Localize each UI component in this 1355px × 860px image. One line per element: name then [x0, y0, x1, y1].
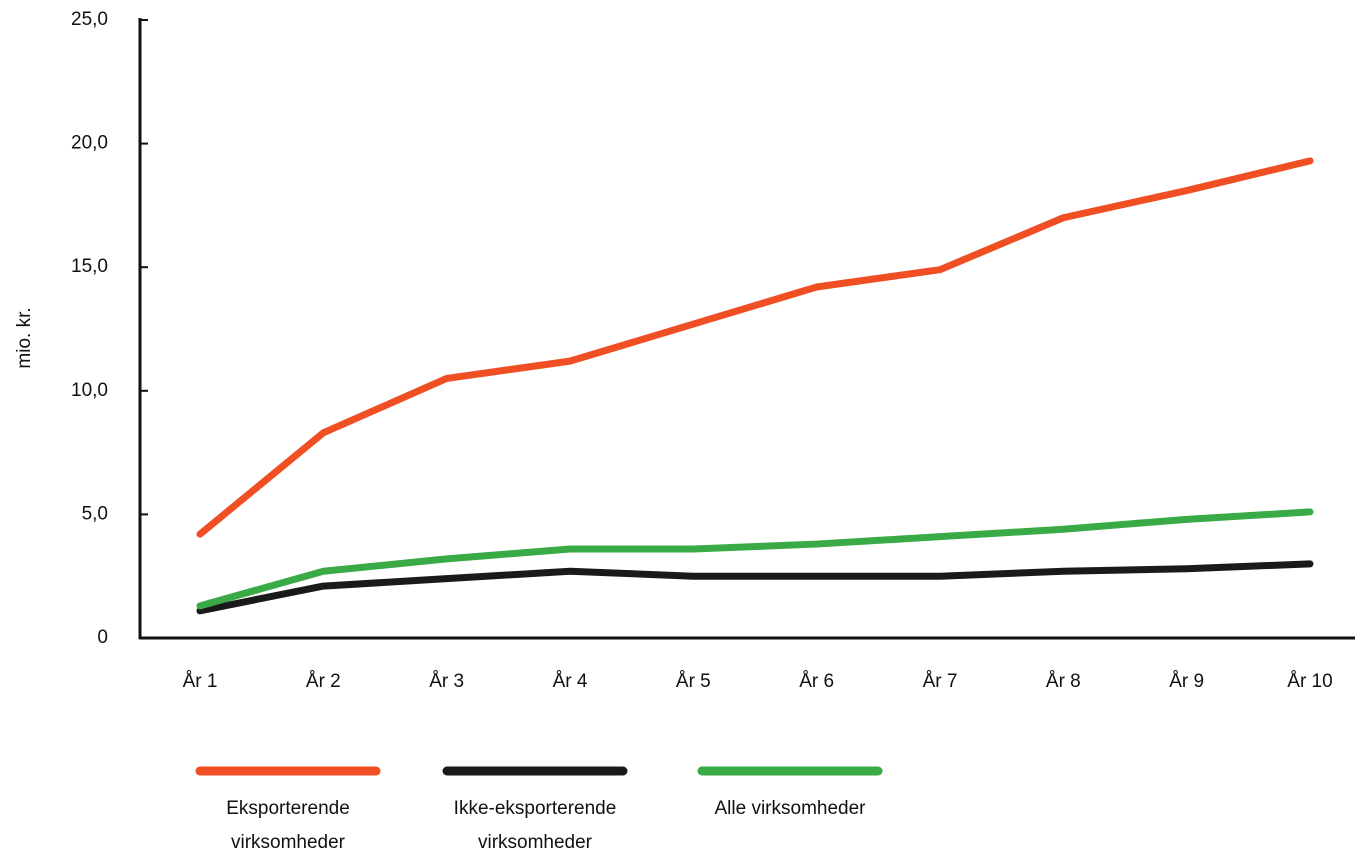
series-line	[196, 560, 1314, 615]
x-tick-label: År 9	[1169, 671, 1204, 692]
x-tick-label: År 7	[923, 671, 958, 692]
x-tick-label: År 6	[799, 671, 834, 692]
x-tick-label: År 2	[306, 671, 341, 692]
y-tick-label: 5,0	[82, 503, 108, 524]
y-tick-label: 25,0	[71, 9, 108, 30]
series-line	[196, 157, 1314, 538]
y-tick-label: 0	[97, 627, 108, 648]
x-tick-label: År 8	[1046, 671, 1081, 692]
series-line	[196, 508, 1314, 610]
legend-label: Eksporterende virksomheder	[226, 798, 350, 853]
y-tick-label: 20,0	[71, 133, 108, 154]
y-tick-label: 10,0	[71, 380, 108, 401]
x-tick-label: År 10	[1287, 671, 1332, 692]
y-axis-label: mio. kr.	[14, 307, 35, 368]
y-tick-label: 15,0	[71, 256, 108, 277]
legend-label: Alle virksomheder	[714, 798, 866, 819]
legend-label: Ikke-eksporterende virksomheder	[453, 798, 617, 853]
x-tick-label: År 1	[183, 671, 218, 692]
x-tick-label: År 4	[553, 671, 588, 692]
x-tick-label: År 5	[676, 671, 711, 692]
x-tick-label: År 3	[429, 671, 464, 692]
